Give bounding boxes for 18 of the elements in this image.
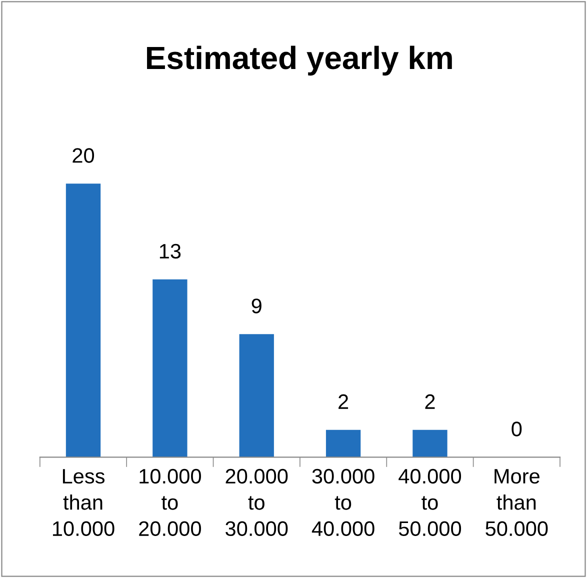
data-label: 20 <box>72 148 94 163</box>
bar <box>66 184 101 458</box>
bar <box>152 279 188 458</box>
x-tick-label: 30.000 to 40.000 <box>312 468 374 536</box>
x-tick-label: 10.000 to 20.000 <box>139 468 201 536</box>
bar <box>326 430 361 458</box>
chart-title: Estimated yearly km <box>147 46 452 76</box>
x-tick-label: 40.000 to 50.000 <box>398 468 462 536</box>
x-tick-label: More than 50.000 <box>486 469 548 536</box>
data-label: 2 <box>338 394 348 409</box>
x-tick-label: Less than 10.000 <box>52 469 114 536</box>
x-tick-label: 20.000 to 30.000 <box>226 468 288 536</box>
data-label: 2 <box>425 394 435 409</box>
data-label: 13 <box>160 244 181 259</box>
data-label: 0 <box>512 422 522 436</box>
data-label: 9 <box>252 298 262 314</box>
bar <box>412 430 448 458</box>
bar <box>239 334 274 458</box>
